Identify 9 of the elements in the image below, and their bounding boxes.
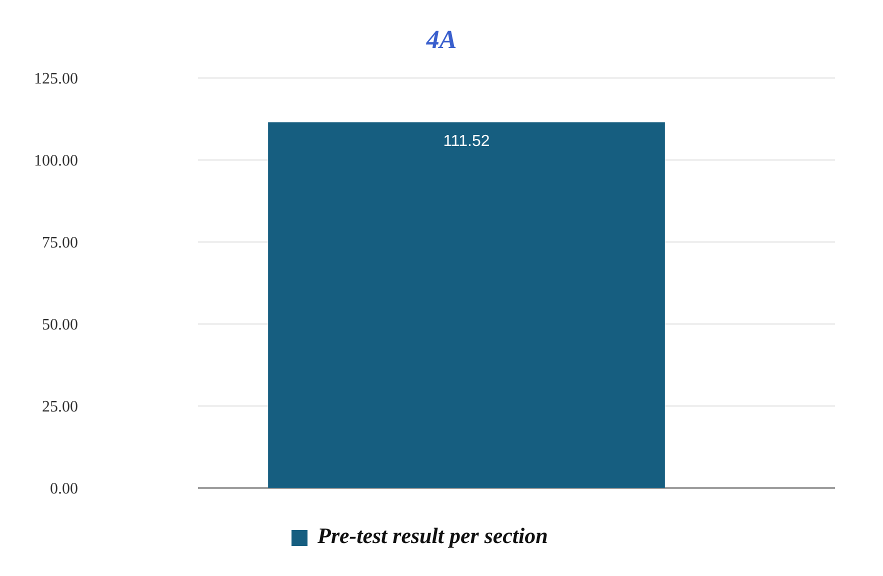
y-tick-label: 75.00 (42, 234, 78, 252)
text: 111.52 (443, 133, 490, 150)
y-tick-label: 0.00 (50, 480, 78, 498)
legend-label: Pre-test result per section (316, 523, 548, 548)
y-tick-label: 125.00 (34, 70, 78, 88)
y-tick-label: 25.00 (42, 398, 78, 416)
chart-title: 4A (425, 25, 457, 54)
y-tick-label: 50.00 (42, 316, 78, 334)
y-tick-label: 100.00 (34, 152, 78, 170)
